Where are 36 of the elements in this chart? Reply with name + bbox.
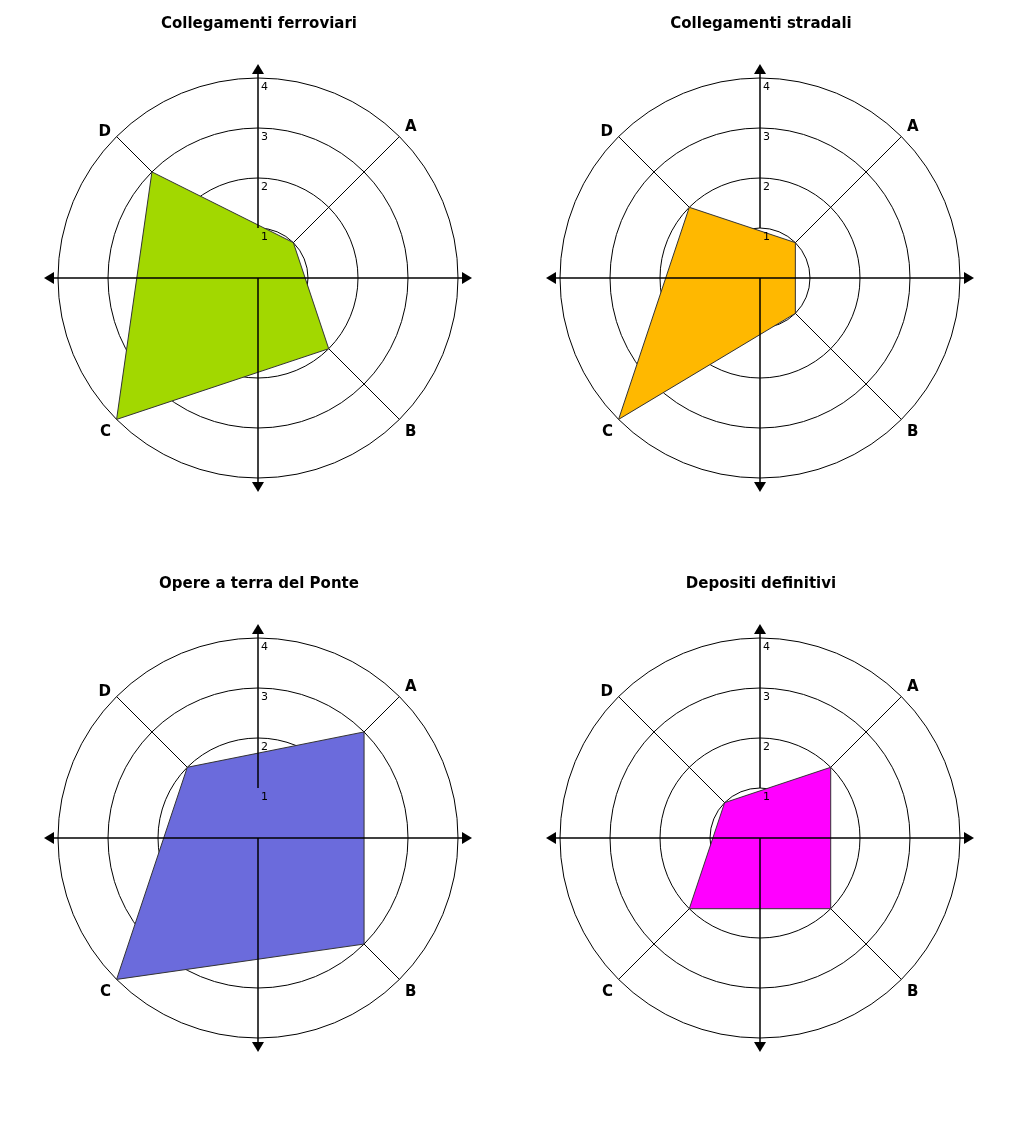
spoke-label: D (98, 122, 111, 141)
y-tick-label: 4 (261, 640, 268, 653)
spoke-label: B (907, 981, 919, 1000)
chart-title: Opere a terra del Ponte (158, 573, 360, 594)
y-tick-label: 2 (261, 180, 268, 193)
spoke-label: A (405, 676, 418, 695)
y-tick-label: 2 (261, 740, 268, 753)
y-tick-label: 2 (763, 740, 770, 753)
chart-title: Depositi definitivi (684, 573, 838, 594)
y-tick-label: 4 (763, 640, 770, 653)
y-tick-label: 1 (261, 230, 268, 243)
y-tick-label: 3 (763, 690, 770, 703)
y-tick-label: 4 (261, 80, 268, 93)
spoke-label: C (601, 981, 613, 1000)
spoke-label: A (405, 116, 418, 135)
spoke-label: D (600, 122, 613, 141)
spoke-label: C (99, 981, 111, 1000)
spoke-label: A (907, 676, 920, 695)
y-tick-label: 3 (261, 690, 268, 703)
y-tick-label: 1 (763, 790, 770, 803)
spoke-label: B (907, 421, 919, 440)
y-tick-label: 1 (261, 790, 268, 803)
spoke-label: D (600, 682, 613, 701)
spoke-label: B (405, 421, 417, 440)
y-tick-label: 1 (763, 230, 770, 243)
spoke-label: C (601, 421, 613, 440)
spoke-label: A (907, 116, 920, 135)
spoke-label: B (405, 981, 417, 1000)
spoke-label: C (99, 421, 111, 440)
y-tick-label: 2 (763, 180, 770, 193)
y-tick-label: 4 (763, 80, 770, 93)
chart-title: Collegamenti ferroviari (160, 13, 358, 34)
spoke-label: D (98, 682, 111, 701)
y-tick-label: 3 (261, 130, 268, 143)
y-tick-label: 3 (763, 130, 770, 143)
chart-title: Collegamenti stradali (669, 13, 853, 34)
